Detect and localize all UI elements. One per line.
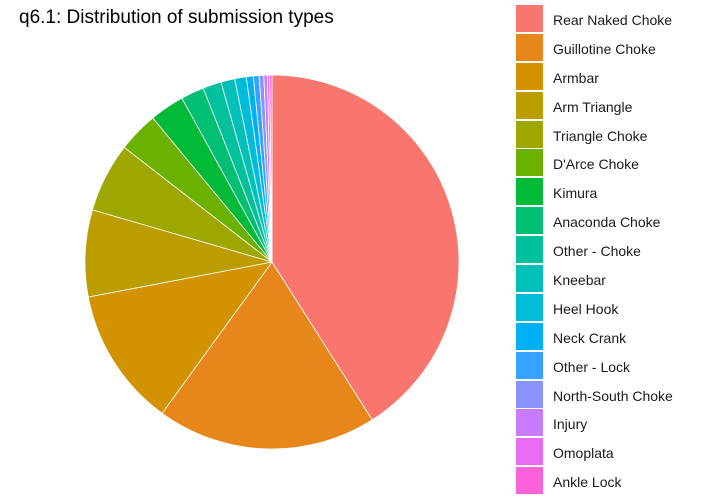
pie-slice-armbar xyxy=(87,261,273,414)
legend-label: Rear Naked Choke xyxy=(553,12,673,28)
legend-swatch xyxy=(516,149,543,177)
pie-slice-ankle-lock xyxy=(269,74,273,263)
legend-label: Anaconda Choke xyxy=(553,214,661,231)
legend-label: Guillotine Choke xyxy=(553,40,656,57)
legend-label: Ankle Lock xyxy=(553,474,622,491)
legend-label: Armbar xyxy=(553,69,599,86)
legend-swatch xyxy=(516,91,543,119)
legend-swatch xyxy=(516,207,543,235)
legend-label: Triangle Choke xyxy=(553,127,648,144)
chart-title: q6.1: Distribution of submission types xyxy=(19,7,334,28)
legend-label: Heel Hook xyxy=(553,300,619,317)
legend-swatch xyxy=(516,351,543,379)
legend-label: Injury xyxy=(553,416,588,433)
legend-swatch xyxy=(516,265,543,293)
legend-swatch xyxy=(516,178,543,206)
legend-label: Kimura xyxy=(553,185,598,202)
legend-label: North-South Choke xyxy=(553,387,673,404)
legend-label: Arm Triangle xyxy=(553,98,633,115)
legend-swatch xyxy=(516,467,543,495)
legend-swatch xyxy=(516,409,543,437)
legend-swatch xyxy=(516,33,543,61)
legend-swatch xyxy=(516,120,543,148)
pie-slice-rear-naked-choke xyxy=(271,74,460,421)
legend-swatch xyxy=(516,62,543,90)
legend-label: Omoplata xyxy=(553,445,614,462)
pie-slice-guillotine-choke xyxy=(161,261,373,450)
legend-swatch xyxy=(516,293,543,321)
legend-swatch xyxy=(516,380,543,408)
legend-label: Neck Crank xyxy=(553,329,627,346)
legend-swatch xyxy=(516,5,543,32)
legend-label: Other - Lock xyxy=(553,358,631,375)
legend-label: D'Arce Choke xyxy=(553,156,639,173)
legend-swatch xyxy=(516,438,543,466)
legend-label: Kneebar xyxy=(553,272,606,289)
pie-chart xyxy=(84,74,460,450)
legend-swatch xyxy=(516,236,543,264)
legend-label: Other - Choke xyxy=(553,243,641,260)
legend-swatch xyxy=(516,322,543,350)
